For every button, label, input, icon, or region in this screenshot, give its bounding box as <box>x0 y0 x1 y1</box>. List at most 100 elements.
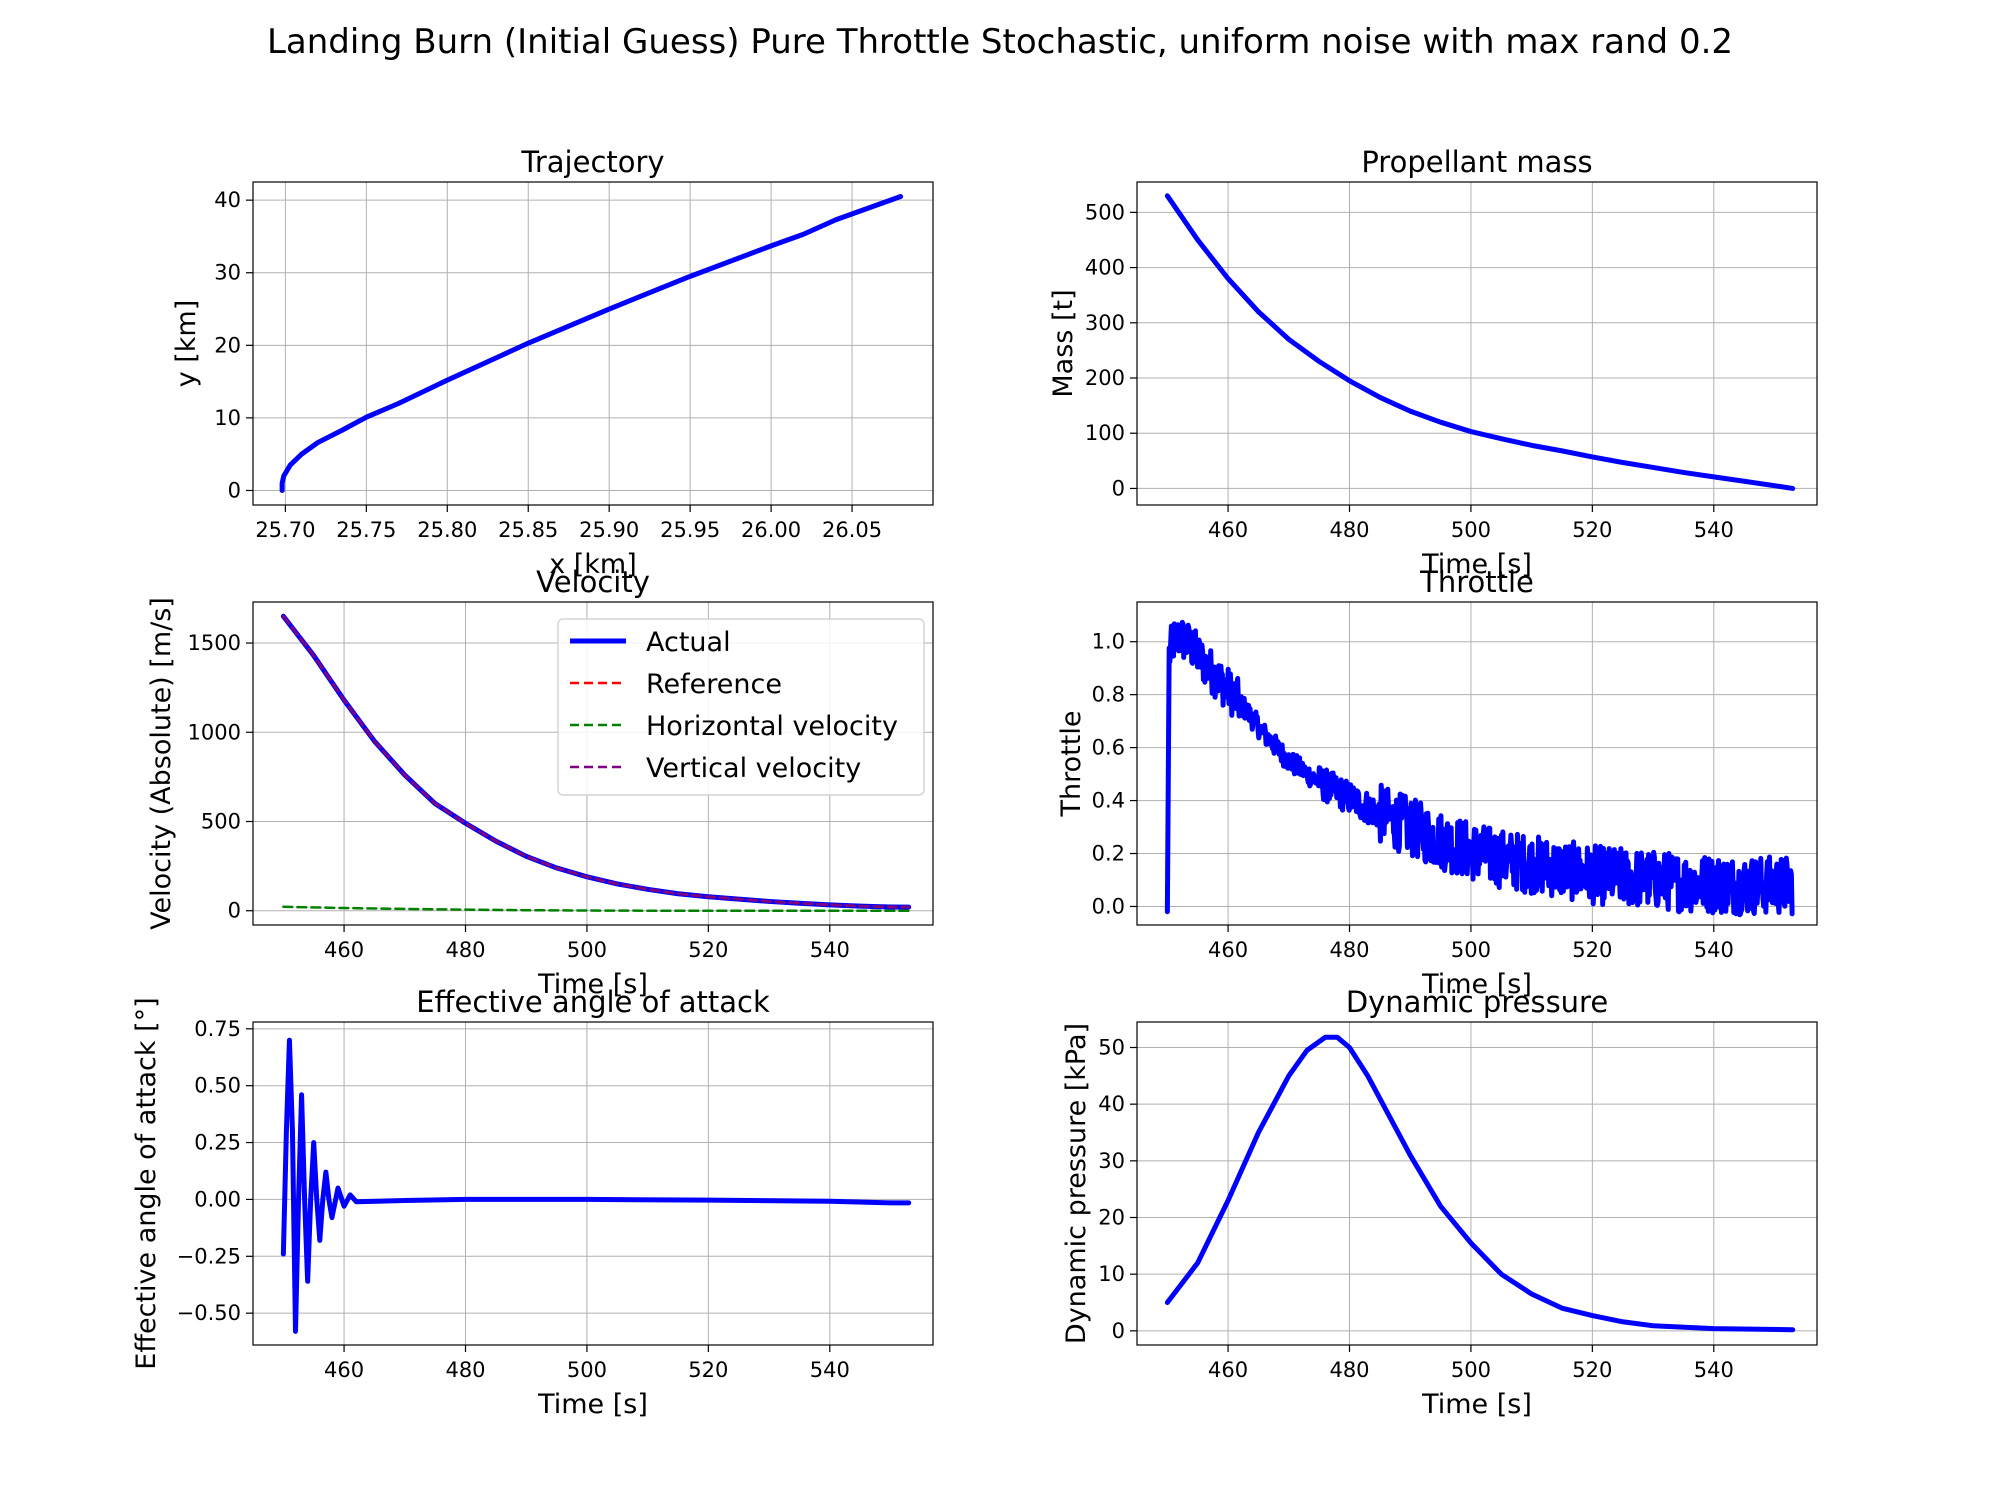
y-tick-label: 0.75 <box>194 1017 241 1041</box>
y-axis-label: Mass [t] <box>1048 289 1079 397</box>
y-tick-label: 40 <box>1098 1092 1125 1116</box>
y-tick-label: 10 <box>214 406 241 430</box>
legend-label: Vertical velocity <box>646 753 861 784</box>
x-tick-label: 460 <box>1208 518 1248 542</box>
y-tick-label: 0 <box>228 899 241 923</box>
y-tick-label: 20 <box>214 333 241 357</box>
axes-frame <box>252 601 934 926</box>
y-tick-label: 1.0 <box>1092 630 1125 654</box>
x-tick-label: 480 <box>445 1358 485 1382</box>
x-tick-label: 500 <box>567 1358 607 1382</box>
y-tick-label: 0.4 <box>1092 789 1125 813</box>
x-tick-label: 480 <box>1329 518 1369 542</box>
x-tick-label: 540 <box>810 1358 850 1382</box>
x-tick-label: 460 <box>324 938 364 962</box>
y-tick-label: −0.50 <box>177 1301 241 1325</box>
x-tick-label: 480 <box>1329 1358 1369 1382</box>
series-group <box>1164 193 1796 491</box>
subplot-title: Trajectory <box>520 145 664 179</box>
x-axis-label: Time [s] <box>537 969 648 1000</box>
series-line <box>1164 1034 1796 1333</box>
y-tick-label: 1500 <box>188 631 241 655</box>
y-axis-label: Effective angle of attack [°] <box>131 997 162 1369</box>
x-tick-label: 540 <box>1694 1358 1734 1382</box>
legend-label: Actual <box>646 627 731 658</box>
x-tick-label: 540 <box>810 938 850 962</box>
subplot-title: Propellant mass <box>1361 145 1592 179</box>
y-tick-label: −0.25 <box>177 1244 241 1268</box>
y-tick-label: 40 <box>214 188 241 212</box>
y-tick-label: 30 <box>214 261 241 285</box>
series-group <box>279 194 904 493</box>
legend-label: Horizontal velocity <box>646 711 898 742</box>
subplot-propellant-mass: 460 480 500 520 540 0 100 200 300 400 500 Propellan… <box>1048 145 1818 580</box>
x-axis-label: x [km] <box>549 549 637 580</box>
y-axis-label: Dynamic pressure [kPa] <box>1061 1023 1092 1344</box>
x-tick-label: 460 <box>1208 938 1248 962</box>
subplot-velocity: 460 480 500 520 540 0 500 1000 1500 Velocity Time … <box>146 565 934 1000</box>
x-tick-label: 520 <box>688 1358 728 1382</box>
x-tick-label: 500 <box>1451 1358 1491 1382</box>
x-tick-label: 480 <box>445 938 485 962</box>
axes-frame <box>1136 601 1818 926</box>
y-axis-label: Velocity (Absolute) [m/s] <box>146 597 177 930</box>
x-tick-label: 25.90 <box>579 518 639 542</box>
x-tick-label: 460 <box>1208 1358 1248 1382</box>
y-tick-label: 50 <box>1098 1036 1125 1060</box>
subplot-angle-of-attack: 460 480 500 520 540 −0.50 −0.25 0.00 0.25 0.50 0.7… <box>131 985 934 1420</box>
x-tick-label: 26.05 <box>822 518 882 542</box>
y-axis-label: Throttle <box>1056 711 1087 818</box>
y-tick-label: 500 <box>201 809 241 833</box>
x-tick-label: 500 <box>1451 938 1491 962</box>
figure-title: Landing Burn (Initial Guess) Pure Thrott… <box>266 22 1734 62</box>
y-tick-label: 0 <box>1112 476 1125 500</box>
y-tick-label: 20 <box>1098 1206 1125 1230</box>
series-line-horizontal-velocity <box>282 905 910 912</box>
x-tick-label: 520 <box>688 938 728 962</box>
x-tick-label: 500 <box>1451 518 1491 542</box>
subplot-title: Effective angle of attack <box>416 985 770 1019</box>
x-tick-label: 480 <box>1329 938 1369 962</box>
y-tick-label: 0.0 <box>1092 894 1125 918</box>
y-tick-label: 10 <box>1098 1262 1125 1286</box>
x-tick-label: 25.75 <box>336 518 396 542</box>
series-line <box>1164 193 1796 491</box>
subplot-title: Dynamic pressure <box>1346 985 1608 1019</box>
x-axis-label: Time [s] <box>537 1389 648 1420</box>
y-tick-label: 0.25 <box>194 1131 241 1155</box>
x-axis-label: Time [s] <box>1421 969 1532 1000</box>
x-axis-label: Time [s] <box>1421 1389 1532 1420</box>
series-line <box>1164 619 1795 918</box>
x-tick-label: 25.95 <box>660 518 720 542</box>
y-tick-label: 0.50 <box>194 1074 241 1098</box>
y-tick-label: 400 <box>1085 256 1125 280</box>
x-tick-label: 25.70 <box>255 518 315 542</box>
x-tick-label: 25.80 <box>417 518 477 542</box>
legend-box <box>557 618 925 796</box>
y-tick-label: 1000 <box>188 720 241 744</box>
y-tick-label: 0.8 <box>1092 683 1125 707</box>
subplot-title: Throttle <box>1419 565 1534 599</box>
y-axis-label: y [km] <box>171 300 202 388</box>
y-tick-label: 0.2 <box>1092 842 1125 866</box>
x-tick-label: 520 <box>1572 1358 1612 1382</box>
subplot-trajectory: 25.70 25.75 25.80 25.85 25.90 25.95 26.00 26.05… <box>171 145 934 580</box>
y-tick-label: 0.00 <box>194 1187 241 1211</box>
y-tick-label: 500 <box>1085 200 1125 224</box>
series-group <box>280 613 912 912</box>
axes-frame <box>252 1021 934 1346</box>
axes-frame <box>252 181 934 506</box>
axes-frame <box>1136 181 1818 506</box>
y-tick-label: 300 <box>1085 311 1125 335</box>
series-line-vertical-velocity <box>282 615 910 909</box>
y-tick-label: 200 <box>1085 366 1125 390</box>
x-tick-label: 540 <box>1694 938 1734 962</box>
x-axis-label: Time [s] <box>1421 549 1532 580</box>
series-group <box>1164 619 1795 918</box>
x-tick-label: 25.85 <box>498 518 558 542</box>
x-tick-label: 460 <box>324 1358 364 1382</box>
x-tick-label: 500 <box>567 938 607 962</box>
series-line <box>280 1037 912 1334</box>
